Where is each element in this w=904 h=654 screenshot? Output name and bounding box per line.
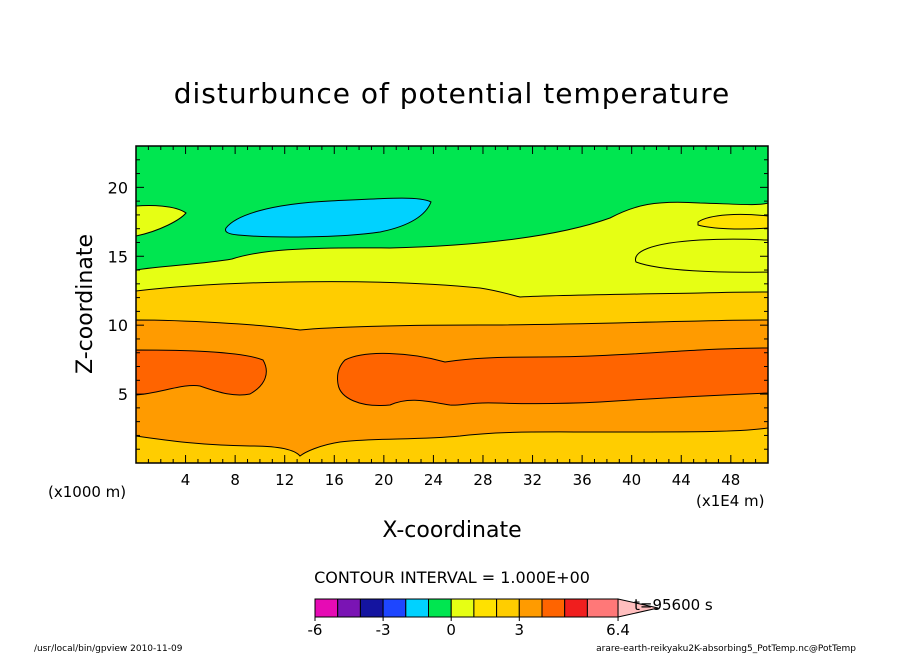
x-unit-left: (x1000 m) [48, 483, 126, 501]
x-axis-title: X-coordinate [382, 518, 521, 543]
x-tick-label-7: 32 [523, 471, 542, 489]
x-unit-right: (x1E4 m) [696, 492, 765, 510]
colorbar-extend-triangle [617, 598, 659, 618]
x-tick-label-4: 20 [374, 471, 393, 489]
region-0-1-patch [697, 213, 768, 230]
colorbar-swatch-9 [518, 598, 543, 618]
x-tick-label-10: 44 [672, 471, 691, 489]
region-3-4-left [136, 349, 267, 396]
footer-left: /usr/local/bin/gpview 2010-11-09 [34, 644, 183, 654]
x-tick-label-2: 12 [275, 471, 294, 489]
y-tick-label-1: 10 [108, 316, 128, 335]
y-tick-label-0: 5 [118, 385, 128, 404]
x-tick-label-8: 36 [573, 471, 592, 489]
colorbar-swatch-7 [473, 598, 498, 618]
colorbar-swatch-2 [359, 598, 384, 618]
region-3-4-right [337, 347, 768, 407]
colorbar-swatch-4 [405, 598, 429, 618]
x-tick-label-6: 28 [473, 471, 492, 489]
colorbar-tick-label-3: 3 [515, 621, 525, 639]
x-tick-label-9: 40 [622, 471, 641, 489]
x-tick-label-5: 24 [424, 471, 443, 489]
time-label: t=95600 s [634, 596, 713, 614]
colorbar-tick-label-2: 0 [446, 621, 456, 639]
y-tick-label-3: 20 [108, 178, 128, 197]
y-tick-label-2: 15 [108, 247, 128, 266]
colorbar-swatch-1 [337, 598, 361, 618]
plot-frame [135, 145, 769, 464]
x-tick-label-0: 4 [181, 471, 191, 489]
colorbar-tick-label-0: -6 [308, 621, 323, 639]
colorbar-swatch-0 [314, 598, 339, 618]
colorbar-swatch-12 [586, 598, 619, 618]
colorbar: -6 -3 0 3 6.4 [308, 598, 659, 639]
colorbar-tick-label-4: 6.4 [606, 621, 630, 639]
colorbar-swatch-11 [564, 598, 588, 618]
colorbar-swatch-8 [496, 598, 520, 618]
x-tick-label-3: 16 [325, 471, 344, 489]
colorbar-swatch-6 [450, 598, 475, 618]
colorbar-tick-label-1: -3 [376, 621, 391, 639]
x-tick-label-1: 8 [230, 471, 240, 489]
x-tick-label-11: 48 [721, 471, 740, 489]
y-axis-title: Z-coordinate [73, 234, 98, 374]
region-neg2-neg1 [225, 197, 432, 238]
colorbar-swatch-3 [382, 598, 407, 618]
footer-right: arare-earth-reikyaku2K-absorbing5_PotTem… [596, 644, 856, 654]
contour-interval-label: CONTOUR INTERVAL = 1.000E+00 [314, 568, 590, 587]
colorbar-swatch-10 [541, 598, 566, 618]
chart-title: disturbunce of potential temperature [174, 77, 731, 110]
contour-fill-layer [136, 146, 768, 463]
colorbar-swatch-5 [428, 598, 452, 618]
